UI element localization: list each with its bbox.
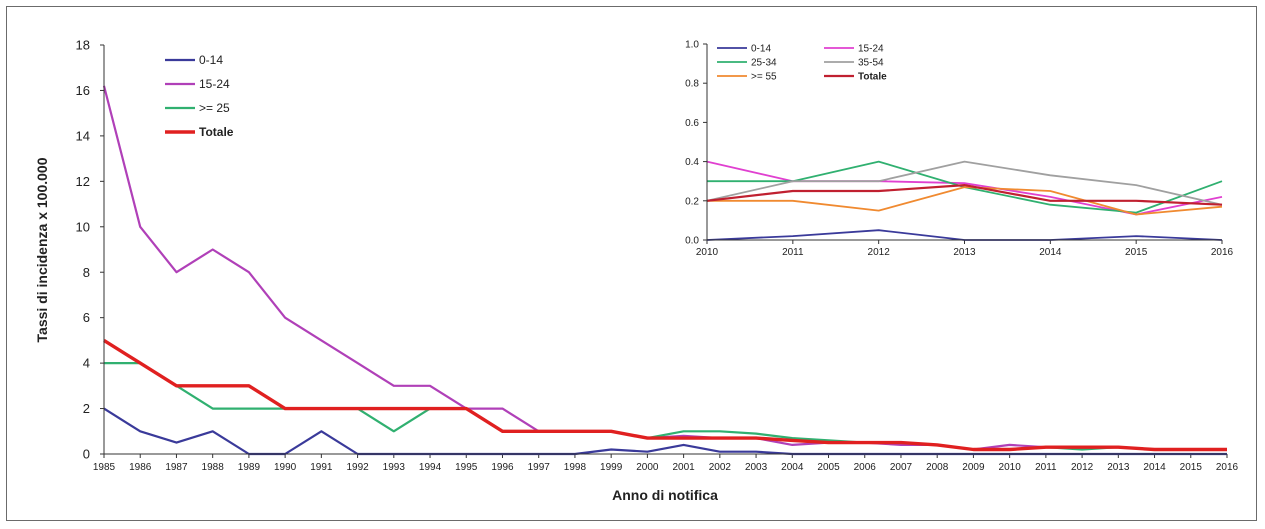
main-y-tick-label: 14 [76, 128, 90, 143]
inset-x-tick-label: 2013 [953, 247, 976, 258]
main-y-tick-label: 0 [83, 447, 90, 462]
inset-x-tick-label: 2012 [868, 247, 891, 258]
main-x-tick-label: 2014 [1143, 462, 1166, 473]
inset-x-tick-label: 2014 [1039, 247, 1062, 258]
y-axis-title: Tassi di incidenza x 100.000 [34, 157, 50, 342]
main-y-tick-label: 10 [76, 219, 90, 234]
main-x-tick-label: 2008 [926, 462, 949, 473]
main-y-tick-label: 18 [76, 38, 90, 53]
main-x-tick-label: 1992 [346, 462, 369, 473]
inset-series-line-totale [706, 184, 1223, 206]
main-x-ticks: 1985 1986 1987 1988 1989 1990 1991 1992 1993 1994… [93, 454, 1239, 473]
main-x-tick-label: 1996 [491, 462, 514, 473]
main-x-tick-label: 1991 [310, 462, 333, 473]
main-legend-label-25: >= 25 [199, 101, 230, 115]
main-x-tick-label: 2003 [745, 462, 768, 473]
main-x-tick-label: 1985 [93, 462, 116, 473]
main-x-tick-label: 2009 [962, 462, 985, 473]
main-y-ticks: 0 2 4 6 8 10 12 14 16 18 [76, 38, 104, 462]
main-y-tick-label: 4 [83, 356, 90, 371]
main-y-tick-label: 8 [83, 265, 90, 280]
main-x-tick-label: 1993 [383, 462, 406, 473]
inset-series-lines [706, 160, 1223, 241]
main-x-tick-label: 1995 [455, 462, 478, 473]
main-x-tick-label: 1990 [274, 462, 297, 473]
inset-x-tick-label: 2010 [696, 247, 719, 258]
inset-y-tick-label: 0.2 [685, 196, 699, 207]
inset-legend-label-25-34: 25-34 [751, 58, 777, 69]
main-x-tick-label: 2002 [709, 462, 732, 473]
main-x-tick-label: 1989 [238, 462, 261, 473]
inset-series-line-55 [707, 186, 1223, 216]
main-x-tick-label: 2006 [854, 462, 877, 473]
main-axes [103, 45, 1227, 455]
main-x-tick-label: 2015 [1180, 462, 1203, 473]
main-x-tick-label: 2012 [1071, 462, 1094, 473]
main-x-tick-label: 1986 [129, 462, 152, 473]
main-x-tick-label: 2011 [1035, 462, 1057, 473]
main-legend-label-15-24: 15-24 [199, 77, 230, 91]
inset-y-tick-label: 1.0 [685, 40, 699, 51]
main-series-line-totale [103, 338, 1227, 452]
inset-y-tick-label: 0.4 [685, 157, 699, 168]
inset-legend: 0-14 15-24 25-34 35-54 >= 55 Totale [717, 44, 887, 83]
main-legend-label-0-14: 0-14 [199, 53, 223, 67]
main-legend-label-totale: Totale [199, 125, 234, 139]
inset-legend-label-0-14: 0-14 [751, 44, 771, 55]
inset-y-tick-label: 0.0 [685, 236, 699, 247]
main-x-tick-label: 2001 [672, 462, 695, 473]
inset-legend-label-55: >= 55 [751, 72, 777, 83]
inset-y-tick-label: 0.8 [685, 79, 699, 90]
main-x-tick-label: 1994 [419, 462, 442, 473]
main-x-tick-label: 2000 [636, 462, 659, 473]
main-y-tick-label: 6 [83, 310, 90, 325]
inset-legend-label-15-24: 15-24 [858, 44, 884, 55]
inset-x-tick-label: 2011 [782, 247, 804, 258]
inset-chart: 0.00.20.40.60.81.0 2010 2011 2012 2013 2014 2… [685, 40, 1233, 259]
inset-y-tick-label: 0.6 [685, 118, 699, 129]
inset-legend-label-35-54: 35-54 [858, 58, 884, 69]
main-x-tick-label: 1997 [528, 462, 551, 473]
main-y-tick-label: 2 [83, 401, 90, 416]
main-series-line-15-24 [102, 85, 1227, 451]
main-x-tick-label: 2004 [781, 462, 804, 473]
main-x-tick-label: 2007 [890, 462, 913, 473]
inset-series-line-15-24 [706, 160, 1223, 216]
main-x-tick-label: 1999 [600, 462, 623, 473]
main-y-tick-label: 16 [76, 83, 90, 98]
main-x-tick-label: 2016 [1216, 462, 1239, 473]
main-x-tick-label: 1988 [202, 462, 225, 473]
x-axis-title: Anno di notifica [612, 487, 718, 503]
inset-x-ticks: 2010 2011 2012 2013 2014 2015 2016 [696, 240, 1234, 258]
inset-x-tick-label: 2016 [1211, 247, 1234, 258]
main-x-tick-label: 2005 [817, 462, 840, 473]
inset-y-ticks: 0.0 0.2 0.4 0.6 0.8 1.0 [685, 40, 707, 247]
main-x-tick-label: 2013 [1107, 462, 1130, 473]
main-x-tick-label: 1998 [564, 462, 587, 473]
main-legend: 0-14 15-24 >= 25 Totale [165, 53, 234, 139]
main-y-tick-label: 12 [76, 174, 90, 189]
main-series-lines [102, 85, 1227, 456]
inset-series-line-0-14 [706, 229, 1223, 241]
inset-legend-label-totale: Totale [858, 72, 887, 83]
main-x-tick-label: 1987 [165, 462, 188, 473]
inset-x-tick-label: 2015 [1125, 247, 1148, 258]
main-x-tick-label: 2010 [999, 462, 1022, 473]
inset-series-line-35-54 [706, 160, 1223, 206]
